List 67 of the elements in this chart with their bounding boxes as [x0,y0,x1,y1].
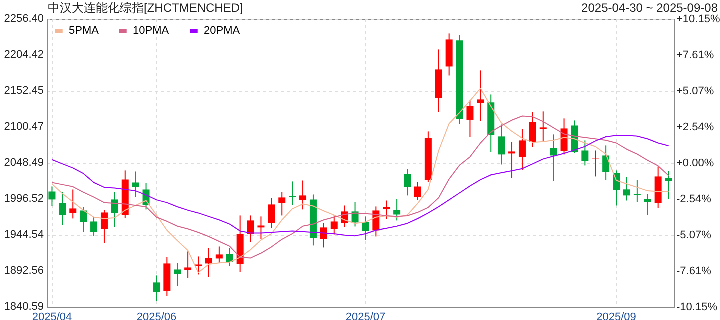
chart-title: 中汉大连能化综指[ZHCTMENCHED] [48,1,244,15]
candlestick [216,246,223,264]
candlestick [80,206,88,233]
y2-tick-label: -10.15% [676,302,718,314]
candlestick [205,248,212,278]
y2-tick-label: +5.07% [676,86,714,98]
candlestick [278,192,286,216]
candlestick [320,222,328,248]
candlestick [477,70,484,122]
candlestick [153,275,160,302]
candlestick [550,134,558,182]
y-tick-label: 1944.54 [4,229,44,241]
candlestick [394,198,401,222]
y-tick-label: 2048.49 [4,157,44,170]
y-tick-label: 1840.59 [4,301,44,313]
candlestick [644,194,652,216]
y-tick-label: 2152.45 [4,85,44,97]
candlestick [560,118,568,156]
candlestick [498,124,506,166]
candlestick [352,202,359,228]
candlestick [247,215,254,243]
y-tick-label: 1892.56 [4,265,44,278]
y-tick-label: 2256.40 [4,13,44,25]
candlestick [226,248,234,267]
candlestick [404,168,412,196]
line-series [52,88,670,274]
legend-label: 5PMA [69,25,100,37]
y-tick-label: 2204.42 [4,49,44,62]
line-series [52,116,670,259]
candlestick [268,198,276,229]
candlestick [414,182,422,201]
candlestick [466,100,474,138]
candlestick [70,189,77,220]
y-tick-label: 1996.52 [4,193,44,205]
candlestick [300,180,307,210]
candlestick [508,142,516,179]
candlestick [582,140,589,166]
y2-tick-label: +7.61% [676,50,714,62]
candlestick [529,112,536,148]
candlestick [362,216,370,241]
candlestick [258,216,265,240]
y2-tick-label: -2.54% [676,194,712,206]
candlestick [602,145,610,181]
candlestick [90,216,98,237]
candlestick [48,186,56,207]
candlestick [100,210,108,244]
y2-tick-label: -7.61% [676,265,712,278]
candlestick [59,192,66,226]
candlestick [174,262,182,287]
candlestick [330,214,338,236]
y-tick-label: 2100.47 [4,121,44,133]
y2-tick-label: -5.07% [676,229,712,242]
legend-label: 20PMA [204,25,241,37]
candlestick [132,171,140,198]
candlestick [634,180,641,203]
y2-tick-label: +0.00% [676,158,714,170]
candlestick [184,251,192,279]
candlestick [623,176,630,202]
y2-tick-label: +10.15% [676,14,720,26]
candlestick [665,170,672,200]
y2-tick-label: +2.54% [676,121,714,134]
candlestick [195,256,202,276]
candlestick [518,128,526,170]
legend-label: 10PMA [133,25,170,37]
text: 2025-04-30 ~ 2025-09-08 [582,1,718,15]
candlestick [111,192,118,228]
candlestick [540,111,547,143]
